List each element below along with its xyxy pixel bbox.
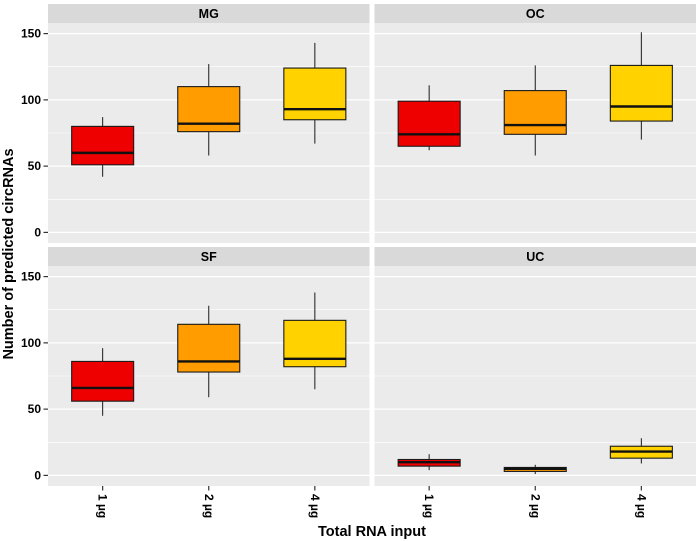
facet-strip-label: UC: [526, 250, 544, 264]
x-tick-label: 1 µg: [422, 494, 436, 518]
facet-strip: [48, 4, 370, 23]
plot-area: MG OC SF UC 0 50 100 150 0 50 100 150 1 µg 2 µg 4 µg 1 …: [21, 4, 696, 518]
y-tick-label: 150: [21, 27, 41, 41]
box-iqr: [71, 125, 135, 166]
y-tick-label: 0: [34, 225, 41, 239]
x-tick-label: 1 µg: [96, 494, 110, 518]
box-iqr: [177, 323, 241, 373]
box-iqr: [503, 90, 567, 135]
x-axis-title: Total RNA input: [318, 524, 426, 540]
x-tick-label: 2 µg: [202, 494, 216, 518]
y-axis-title: Number of predicted circRNAs: [1, 148, 17, 359]
facet-strip: [374, 4, 696, 23]
facet-panel-MG: MG: [48, 4, 370, 243]
x-tick-label: 4 µg: [634, 494, 648, 518]
y-tick-label: 100: [21, 336, 41, 350]
facet-panel-UC: UC: [374, 247, 696, 486]
facet-panel-SF: SF: [48, 247, 370, 486]
y-tick-label: 0: [34, 468, 41, 482]
y-tick-label: 50: [28, 159, 42, 173]
x-tick-label: 4 µg: [308, 494, 322, 518]
facet-strip: [48, 247, 370, 266]
facet-panel-OC: OC: [374, 4, 696, 243]
facet-strip-label: OC: [526, 7, 545, 21]
y-tick-label: 150: [21, 270, 41, 284]
y-tick-label: 50: [28, 402, 42, 416]
box-iqr: [71, 360, 135, 402]
facet-strip-label: MG: [199, 7, 219, 21]
box-iqr: [397, 100, 461, 147]
facet-strip-label: SF: [201, 250, 217, 264]
y-tick-label: 100: [21, 93, 41, 107]
box-iqr: [609, 64, 673, 122]
x-tick-label: 2 µg: [528, 494, 542, 518]
box-iqr: [283, 67, 347, 121]
facet-strip: [374, 247, 696, 266]
